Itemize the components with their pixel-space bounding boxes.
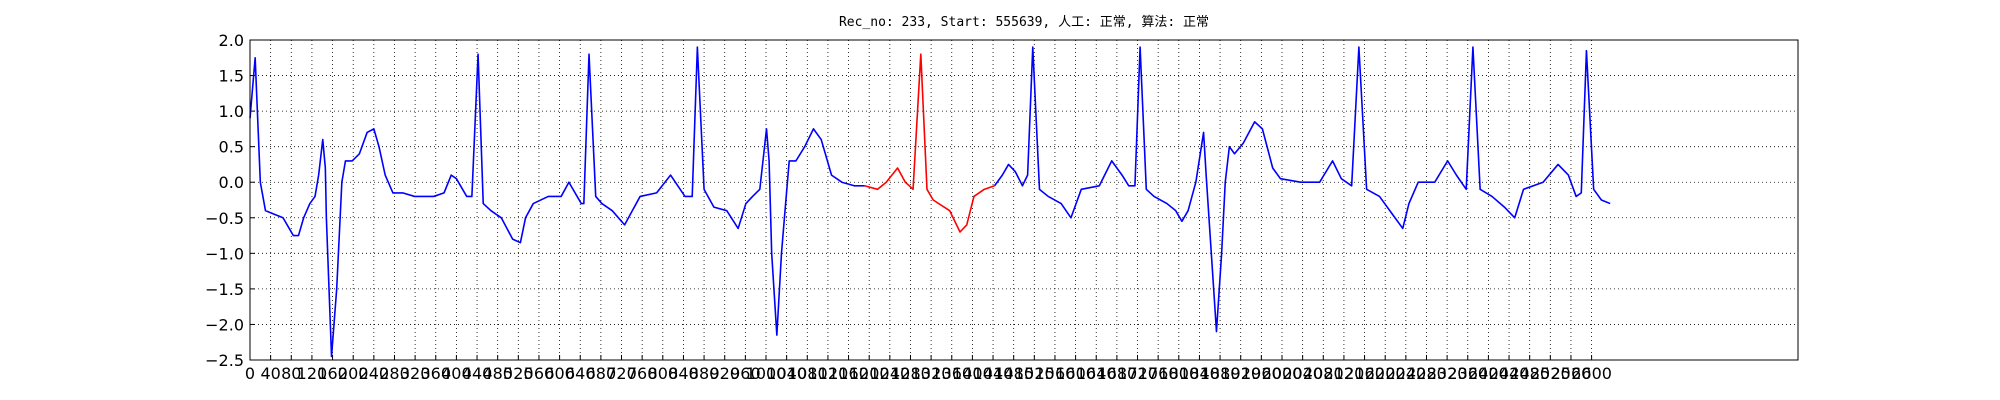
x-tick-label: 2480 xyxy=(1509,364,1550,383)
y-tick-label: −0.5 xyxy=(205,209,244,228)
y-tick-label: −2.0 xyxy=(205,315,244,334)
x-tick-label: 1640 xyxy=(1076,364,1117,383)
y-tick-label: 1.5 xyxy=(219,67,244,86)
x-tick-label: 560 xyxy=(524,364,555,383)
x-tick-label: 2560 xyxy=(1551,364,1592,383)
x-tick-label: 1680 xyxy=(1097,364,1138,383)
x-tick-label: 2080 xyxy=(1303,364,1344,383)
x-tick-label: 520 xyxy=(503,364,534,383)
x-tick-label: 760 xyxy=(627,364,658,383)
x-tick-label: 1000 xyxy=(746,364,787,383)
x-tick-label: 1160 xyxy=(828,364,869,383)
x-tick-label: 2520 xyxy=(1530,364,1571,383)
y-tick-label: 1.0 xyxy=(219,102,244,121)
x-tick-label: 2040 xyxy=(1282,364,1323,383)
y-tick-label: −1.5 xyxy=(205,280,244,299)
x-tick-label: 1040 xyxy=(766,364,807,383)
x-tick-label: 720 xyxy=(606,364,637,383)
y-tick-label: −1.0 xyxy=(205,244,244,263)
x-tick-label: 1960 xyxy=(1241,364,1282,383)
x-tick-label: 2120 xyxy=(1324,364,1365,383)
x-tick-label: 200 xyxy=(338,364,369,383)
x-tick-label: 2240 xyxy=(1385,364,1426,383)
x-tick-label: 360 xyxy=(420,364,451,383)
x-tick-label: 0 xyxy=(245,364,255,383)
x-tick-label: 1200 xyxy=(849,364,890,383)
x-tick-label: 40 xyxy=(260,364,280,383)
x-tick-label: 2600 xyxy=(1571,364,1612,383)
x-tick-label: 680 xyxy=(586,364,617,383)
x-tick-label: 2320 xyxy=(1427,364,1468,383)
x-tick-label: 400 xyxy=(441,364,472,383)
x-tick-label: 2160 xyxy=(1344,364,1385,383)
x-tick-label: 1320 xyxy=(911,364,952,383)
x-tick-label: 320 xyxy=(400,364,431,383)
x-tick-label: 440 xyxy=(462,364,493,383)
y-tick-label: −2.5 xyxy=(205,351,244,370)
ecg-line xyxy=(249,46,1611,358)
x-tick-label: 1240 xyxy=(869,364,910,383)
x-tick-label: 2200 xyxy=(1365,364,1406,383)
x-tick-label: 1480 xyxy=(993,364,1034,383)
x-tick-label: 280 xyxy=(379,364,410,383)
x-tick-label: 1720 xyxy=(1117,364,1158,383)
x-tick-label: 1280 xyxy=(890,364,931,383)
x-tick-label: 880 xyxy=(689,364,720,383)
y-tick-label: 2.0 xyxy=(219,31,244,50)
x-tick-label: 2360 xyxy=(1447,364,1488,383)
x-tick-label: 1800 xyxy=(1158,364,1199,383)
x-tick-label: 120 xyxy=(297,364,328,383)
x-tick-label: 160 xyxy=(317,364,348,383)
x-tick-label: 1920 xyxy=(1220,364,1261,383)
y-tick-label: 0.5 xyxy=(219,138,244,157)
x-tick-label: 1440 xyxy=(973,364,1014,383)
plot-frame xyxy=(249,39,1799,361)
x-tick-label: 2440 xyxy=(1489,364,1530,383)
x-tick-label: 840 xyxy=(668,364,699,383)
x-tick-label: 240 xyxy=(359,364,390,383)
chart-title: Rec_no: 233, Start: 555639, 人工: 正常, 算法: … xyxy=(839,15,1209,30)
x-tick-label: 1360 xyxy=(931,364,972,383)
x-tick-label: 2400 xyxy=(1468,364,1509,383)
x-tick-label: 1120 xyxy=(808,364,849,383)
x-tick-label: 1600 xyxy=(1055,364,1096,383)
x-tick-label: 1840 xyxy=(1179,364,1220,383)
x-tick-label: 920 xyxy=(709,364,740,383)
x-tick-label: 1400 xyxy=(952,364,993,383)
x-tick-label: 80 xyxy=(281,364,301,383)
x-tick-label: 480 xyxy=(482,364,513,383)
x-tick-label: 1880 xyxy=(1200,364,1241,383)
x-tick-label: 1080 xyxy=(787,364,828,383)
x-tick-label: 960 xyxy=(730,364,761,383)
x-tick-label: 1760 xyxy=(1138,364,1179,383)
x-tick-label: 640 xyxy=(565,364,596,383)
x-tick-label: 2280 xyxy=(1406,364,1447,383)
x-tick-label: 600 xyxy=(544,364,575,383)
x-tick-label: 1520 xyxy=(1014,364,1055,383)
x-tick-label: 800 xyxy=(648,364,679,383)
ecg-line xyxy=(864,53,995,233)
x-tick-label: 2000 xyxy=(1262,364,1303,383)
y-tick-label: 0.0 xyxy=(219,173,244,192)
x-tick-label: 1560 xyxy=(1035,364,1076,383)
